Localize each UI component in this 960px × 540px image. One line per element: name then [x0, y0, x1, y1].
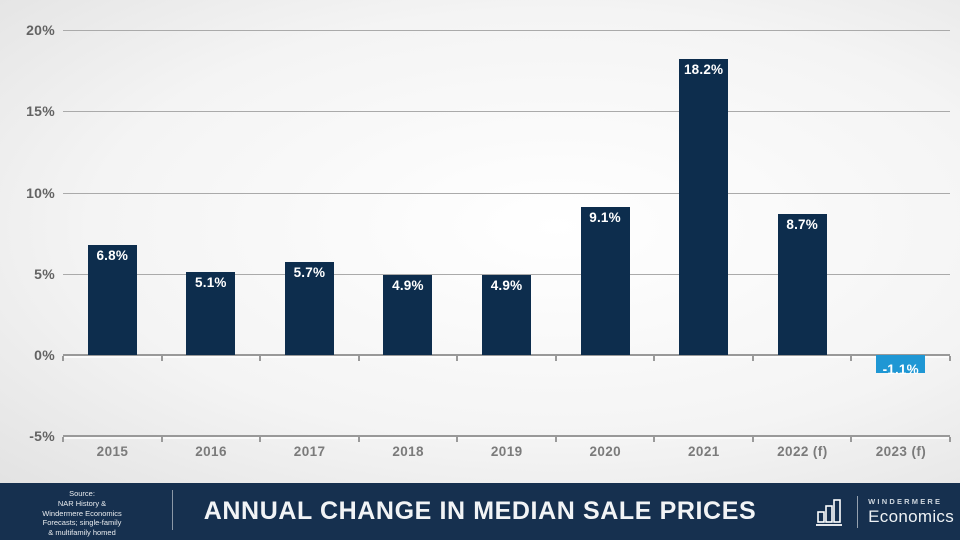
bar-value-label: 8.7%: [786, 216, 818, 232]
source-line: Windermere Economics: [42, 508, 122, 518]
x-tick-label: 2019: [490, 444, 523, 459]
axis-tick: [850, 356, 853, 361]
axis-tick: [751, 437, 754, 443]
bar-chart-icon: [816, 498, 843, 526]
logo-divider: [857, 495, 859, 528]
bar-2018: 4.9%: [383, 275, 433, 355]
bar-value-label: 18.2%: [683, 62, 724, 78]
axis-tick: [751, 356, 754, 361]
gridline-20%: [63, 30, 950, 32]
bar-2015: 6.8%: [87, 244, 137, 355]
gridline-5%: [63, 273, 950, 275]
source-note: Source: NAR History & Windermere Economics…: [6, 489, 158, 538]
axis-tick: [62, 437, 64, 443]
x-tick-label: 2022 (f): [777, 444, 828, 459]
x-tick-label: 2020: [589, 444, 622, 459]
x-tick-label: 2021: [688, 444, 720, 459]
source-line: Source:: [69, 489, 95, 498]
bar-2021: 18.2%: [679, 59, 729, 355]
bar-2022 (f): 8.7%: [777, 213, 827, 355]
bar-2023 (f): -1.1%: [876, 355, 926, 377]
y-tick-label: 20%: [26, 22, 55, 39]
axis-tick: [949, 437, 951, 443]
bar-2017: 5.7%: [284, 262, 334, 355]
bar-value-label: 9.1%: [589, 210, 621, 226]
source-line: NAR History &: [57, 498, 107, 508]
bar-value-label: 6.8%: [96, 247, 129, 263]
source-line: & multifamily homed: [48, 528, 116, 537]
axis-tick: [949, 356, 951, 361]
axis-tick: [160, 356, 163, 361]
bar-2019: 4.9%: [482, 275, 531, 355]
axis-tick: [160, 437, 163, 443]
y-tick-label: 5%: [34, 265, 55, 282]
footer-bar: Source: NAR History & Windermere Economics…: [0, 483, 960, 540]
zero-axis-line: [63, 354, 950, 356]
axis-tick: [62, 356, 64, 361]
bar-2016: 5.1%: [186, 272, 236, 355]
bar-value-label: 4.9%: [392, 278, 424, 294]
axis-tick: [357, 356, 360, 361]
x-tick-label: 2016: [195, 444, 227, 459]
y-tick-label: -5%: [29, 428, 55, 445]
bar-value-label: 4.9%: [490, 278, 523, 294]
logo-text: WINDERMERE Economics: [868, 497, 954, 527]
axis-tick: [653, 356, 656, 361]
axis-tick: [554, 437, 557, 443]
gridline--5%: [63, 435, 950, 438]
chart-title: ANNUAL CHANGE IN MEDIAN SALE PRICES: [203, 496, 757, 525]
bar-value-label: 5.7%: [293, 265, 326, 281]
y-tick-label: 0%: [34, 347, 55, 363]
x-tick-label: 2015: [96, 444, 129, 459]
x-tick-label: 2017: [293, 444, 326, 459]
axis-tick: [259, 437, 262, 443]
axis-tick: [456, 356, 459, 361]
axis-tick: [456, 437, 459, 443]
logo-brand-economics: Economics: [868, 506, 954, 526]
gridline-15%: [63, 111, 950, 113]
bar-value-label: -1.1%: [882, 362, 919, 377]
axis-tick: [259, 356, 262, 361]
axis-tick: [357, 437, 360, 443]
logo-brand-windermere: WINDERMERE: [868, 496, 943, 506]
source-line: Forecasts; single-family: [42, 518, 122, 528]
windermere-economics-logo: WINDERMERE Economics: [813, 483, 954, 540]
axis-tick: [653, 437, 656, 443]
bar-value-label: 5.1%: [195, 275, 227, 291]
x-tick-label: 2023 (f): [875, 444, 927, 459]
y-tick-label: 15%: [26, 103, 55, 120]
y-tick-label: 10%: [26, 184, 55, 201]
bar-2020: 9.1%: [580, 207, 630, 355]
axis-tick: [850, 437, 853, 443]
axis-tick: [554, 356, 557, 361]
x-tick-label: 2018: [392, 444, 424, 459]
source-divider: [172, 490, 173, 530]
gridline-10%: [63, 192, 950, 194]
